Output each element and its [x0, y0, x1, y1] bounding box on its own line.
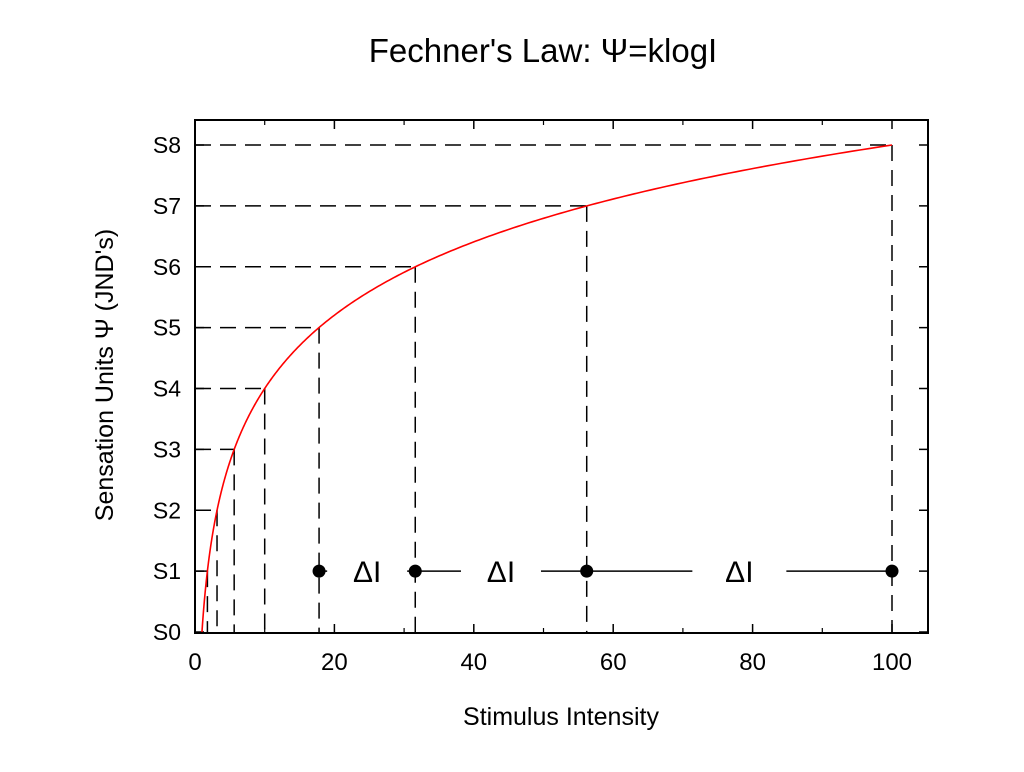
y-tick-label: S7: [153, 193, 181, 219]
y-tick-label: S5: [153, 315, 181, 341]
x-tick-label: 20: [321, 649, 348, 676]
x-tick-label: 100: [872, 649, 912, 676]
delta-point: [312, 564, 326, 578]
y-tick-label: S4: [153, 376, 181, 402]
x-tick-label: 0: [188, 649, 201, 676]
delta-point: [885, 564, 899, 578]
y-tick-label: S8: [153, 132, 181, 158]
delta-label: ΔI: [487, 556, 515, 589]
y-axis-label: Sensation Units Ψ (JND's): [91, 229, 119, 521]
y-tick-label: S2: [153, 497, 181, 523]
plot-frame: [194, 119, 929, 634]
y-tick-label: S3: [153, 436, 181, 462]
x-tick-label: 80: [739, 649, 766, 676]
y-tick-label: S1: [153, 558, 181, 584]
y-tick-label: S6: [153, 254, 181, 280]
x-axis-label: Stimulus Intensity: [463, 703, 659, 731]
delta-point: [408, 564, 422, 578]
delta-point: [580, 564, 594, 578]
x-tick-label: 40: [460, 649, 487, 676]
chart-title: Fechner's Law: Ψ=klogI: [369, 32, 717, 69]
plot-area: 0 20 40 60 80 100 S0 S1 S2 S3 S4 S5 S6 S7 S8 ΔI ΔI ΔI: [153, 119, 929, 676]
sensation-curve: [201, 144, 893, 633]
x-tick-label: 60: [600, 649, 627, 676]
y-tick-label: S0: [153, 619, 181, 645]
delta-label: ΔI: [353, 556, 381, 589]
delta-label: ΔI: [725, 556, 753, 589]
